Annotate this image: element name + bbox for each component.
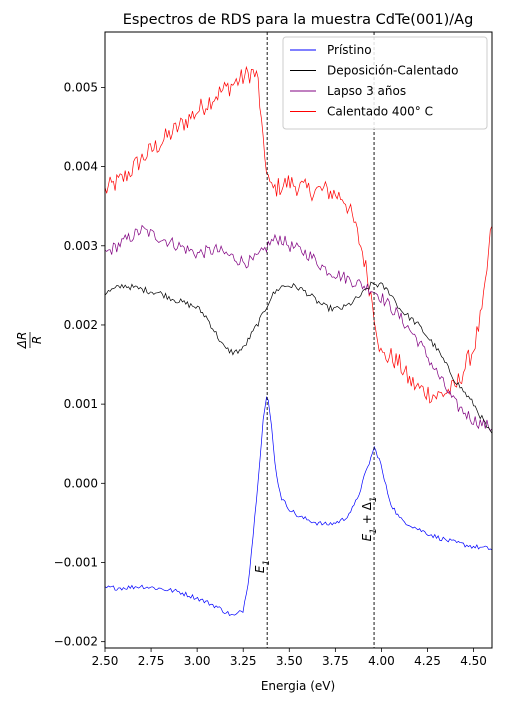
series-line-1 (105, 281, 492, 434)
series-line-2 (105, 224, 492, 432)
legend-label-3: Calentado 400° C (327, 105, 433, 119)
x-axis-label: Energia (eV) (261, 679, 335, 693)
reference-label-0: E1 (253, 560, 272, 573)
series-line-0 (105, 396, 492, 617)
x-tick-label: 4.00 (368, 654, 395, 668)
x-tick-label: 3.00 (184, 654, 211, 668)
annotations: E1 E1 + Δ1 (253, 32, 379, 648)
x-tick-label: 4.25 (414, 654, 441, 668)
chart-title: Espectros de RDS para la muestra CdTe(00… (123, 12, 474, 28)
x-tick-label: 3.75 (322, 654, 349, 668)
x-tick-label: 3.25 (230, 654, 257, 668)
y-tick-label: 0.002 (64, 318, 98, 332)
axis-ticks: 2.50 2.75 3.00 3.25 3.50 3.75 4.00 4.25 4.50 −0.0… (54, 80, 487, 668)
y-tick-label: 0.005 (64, 80, 98, 94)
plot-area (105, 65, 492, 617)
y-axis-label-denominator: R (30, 336, 44, 344)
y-axis-label: ΔR R (15, 332, 44, 350)
legend-box (282, 36, 488, 130)
reference-label-1: E1 + Δ1 (360, 496, 379, 541)
legend: Prístino Deposición-Calentado Lapso 3 años… (282, 36, 488, 130)
y-tick-label: −0.001 (54, 555, 98, 569)
y-tick-label: 0.004 (64, 160, 98, 174)
y-tick-label: −0.002 (54, 635, 98, 649)
axes-box (104, 31, 493, 649)
series-line-3 (105, 65, 492, 404)
legend-label-2: Lapso 3 años (327, 84, 406, 98)
y-tick-label: 0.003 (64, 239, 98, 253)
x-tick-label: 4.50 (460, 654, 487, 668)
legend-label-1: Deposición-Calentado (327, 64, 458, 78)
x-tick-label: 2.50 (92, 654, 119, 668)
y-tick-label: 0.001 (64, 397, 98, 411)
x-tick-label: 3.50 (276, 654, 303, 668)
x-tick-label: 2.75 (138, 654, 165, 668)
y-tick-label: 0.000 (64, 476, 98, 490)
legend-label-0: Prístino (327, 43, 372, 57)
plot-frame (104, 31, 493, 649)
y-axis-label-numerator: ΔR (15, 332, 29, 350)
